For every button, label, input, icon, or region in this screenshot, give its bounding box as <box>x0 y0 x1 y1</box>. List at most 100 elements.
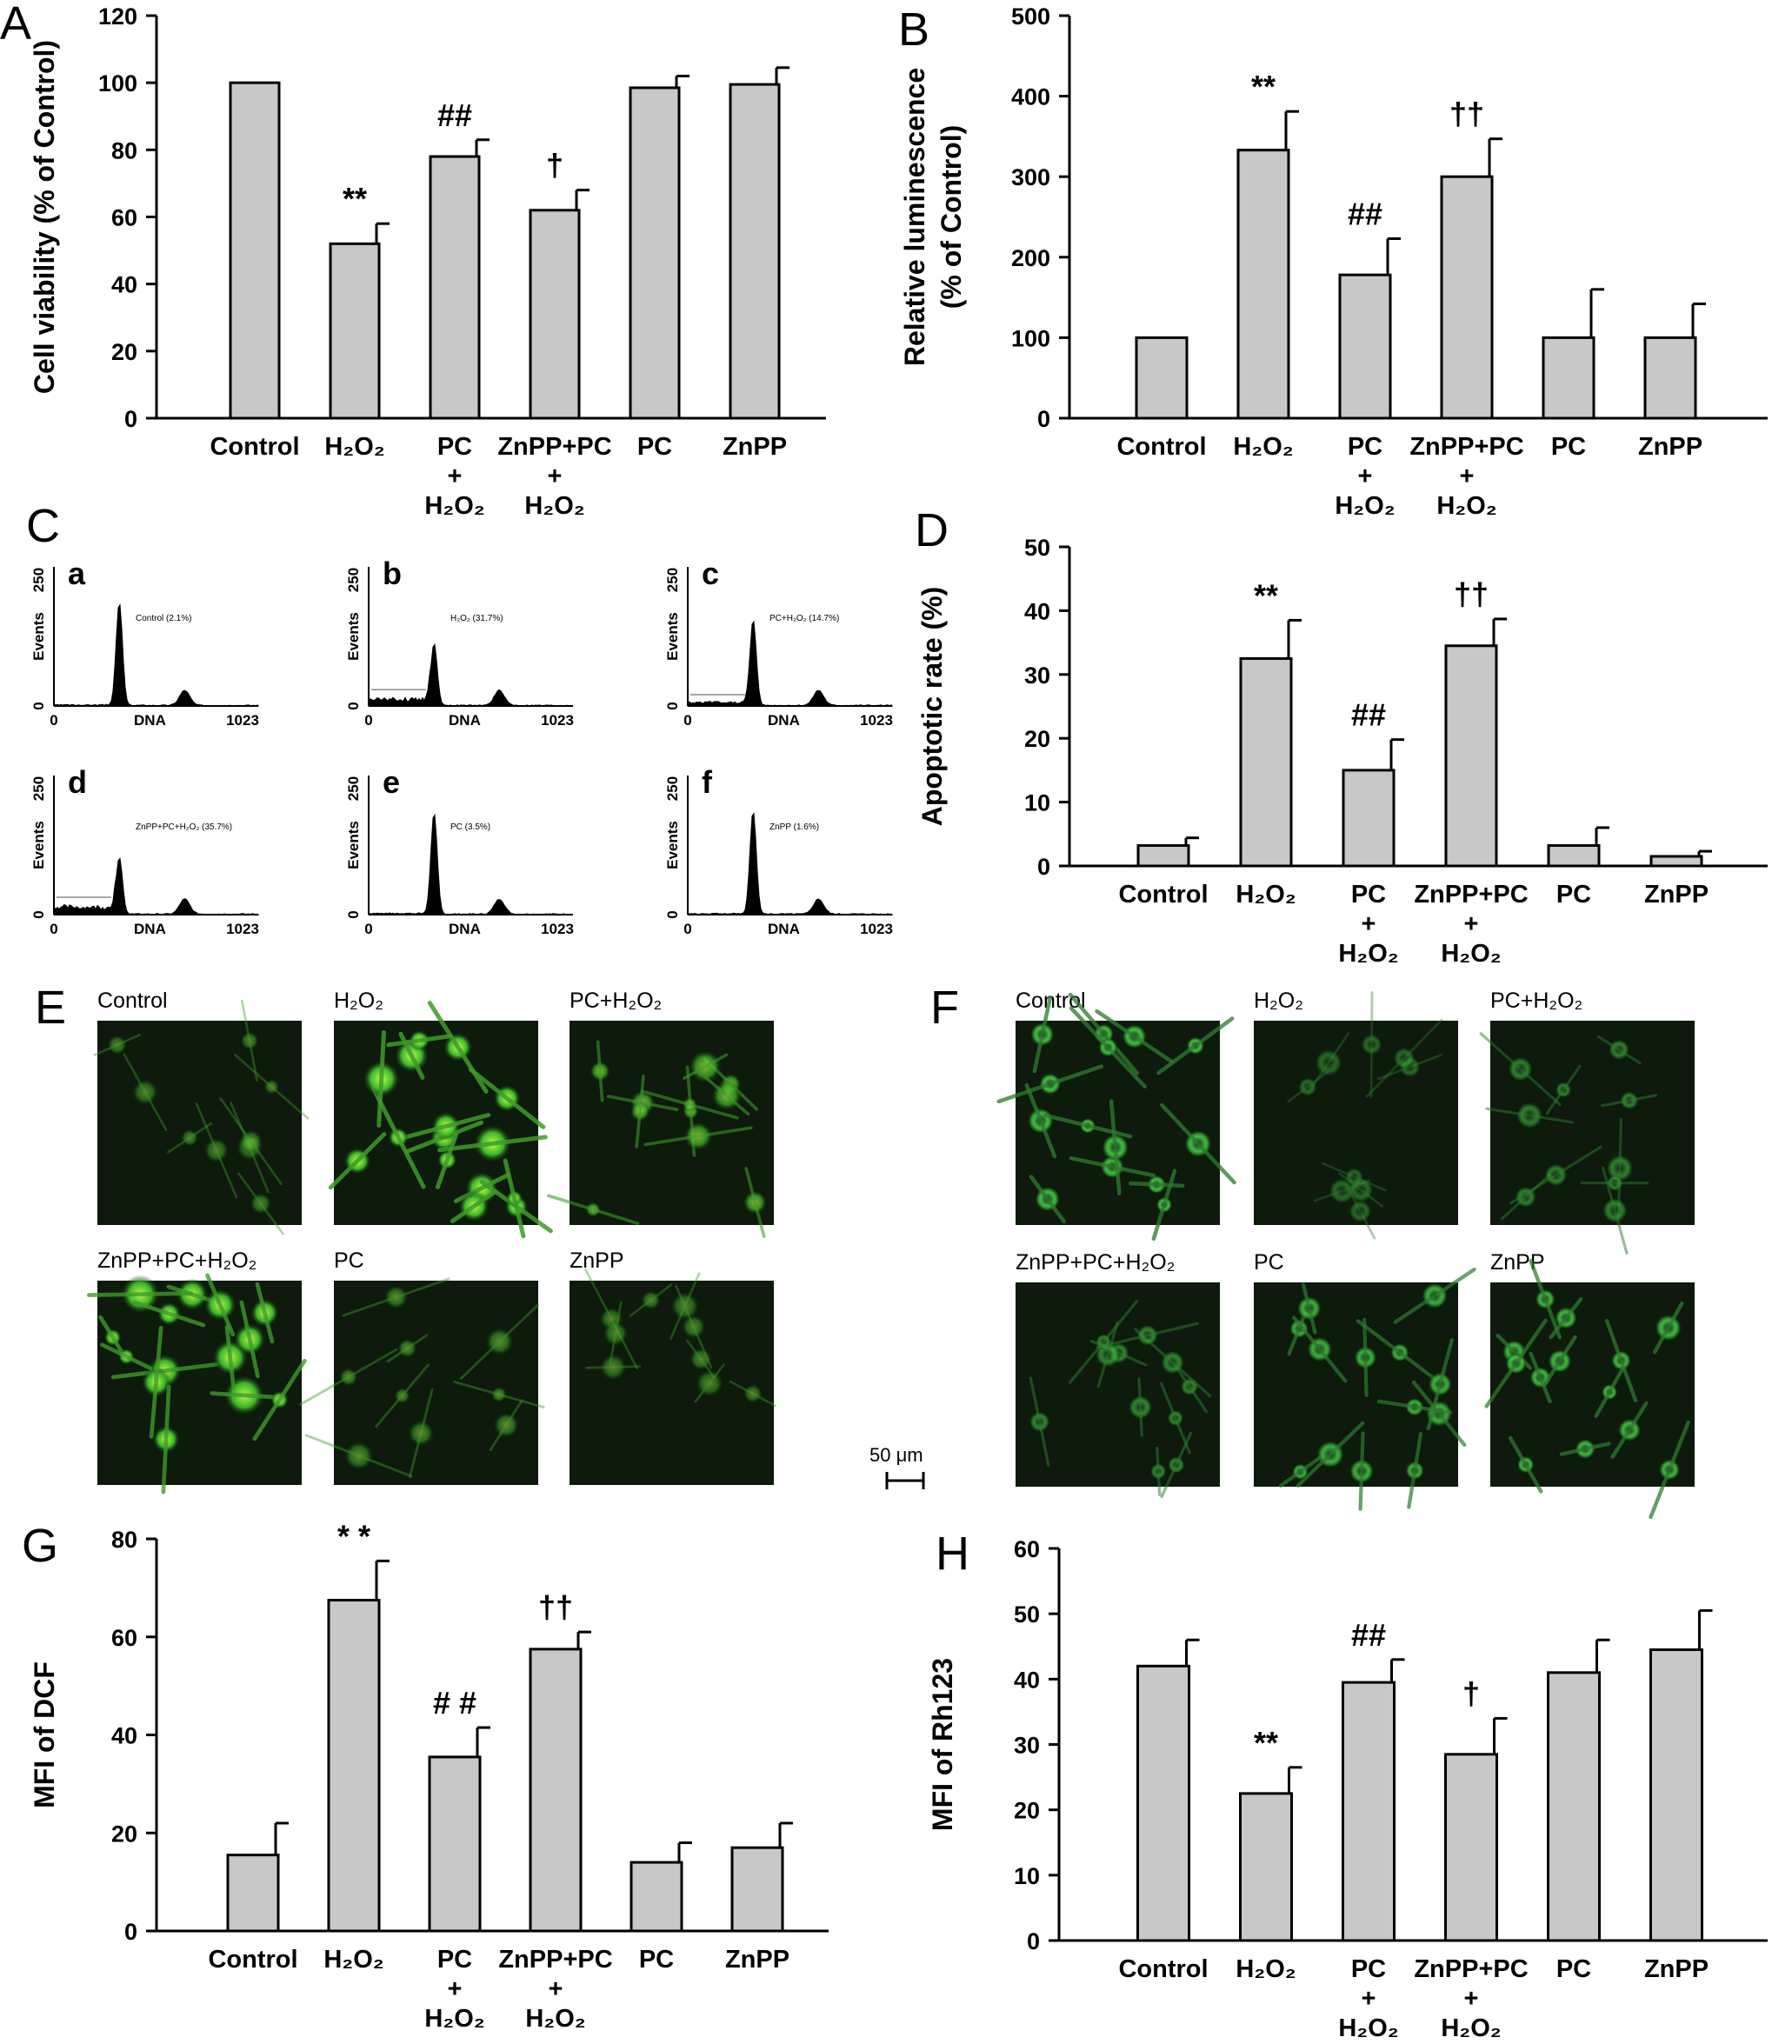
significance-label: ## <box>437 97 472 133</box>
bar <box>1549 846 1599 866</box>
category-label: PC <box>1351 881 1386 909</box>
y-tick-label: 20 <box>111 339 137 365</box>
category-label: ZnPP <box>1644 881 1709 909</box>
bar <box>430 1757 480 1931</box>
micrograph-E-2: H₂O₂ <box>330 989 550 1236</box>
histogram-y-min: 0 <box>30 702 47 709</box>
category-label: + <box>549 1975 563 2003</box>
y-tick-label: 40 <box>111 272 137 298</box>
cell-process <box>1371 993 1372 1097</box>
category-label: + <box>1362 1985 1376 2013</box>
histogram-y-label: Events <box>30 612 47 661</box>
histogram-x-label: DNA <box>134 712 166 729</box>
bar <box>1343 1682 1395 1941</box>
histogram-y-max: 250 <box>664 776 681 801</box>
bar <box>230 83 279 418</box>
y-tick-label: 60 <box>111 1625 137 1651</box>
y-tick-label: 30 <box>1024 662 1050 689</box>
histogram-x-min: 0 <box>364 712 372 729</box>
histogram-x-max: 1023 <box>860 921 893 937</box>
bar <box>1238 150 1289 418</box>
category-label: H₂O₂ <box>424 2005 484 2033</box>
significance-label: ## <box>1351 1617 1386 1653</box>
significance-label: # # <box>433 1685 476 1721</box>
y-tick-label: 500 <box>1011 3 1050 30</box>
category-label: Control <box>210 433 299 461</box>
panel-letter-d: D <box>915 504 949 556</box>
y-tick-label: 0 <box>1037 854 1050 880</box>
cell-process <box>1361 1434 1363 1509</box>
y-tick-label: 50 <box>1014 1601 1040 1628</box>
histogram-letter: b <box>383 556 402 591</box>
histogram-sample-label: Control (2.1%) <box>136 614 191 623</box>
category-label: H₂O₂ <box>1338 940 1398 968</box>
y-tick-label: 0 <box>1027 1928 1040 1954</box>
scale-bar-label: 50 μm <box>869 1444 923 1466</box>
category-label: + <box>1358 463 1373 490</box>
category-label: PC <box>1551 433 1586 461</box>
category-label: PC <box>1348 433 1382 461</box>
category-label: ZnPP <box>1644 1955 1709 1983</box>
histogram-x-label: DNA <box>134 921 166 937</box>
micrograph-F-1: Control <box>999 989 1235 1239</box>
category-label: Control <box>208 1946 297 1974</box>
histogram-x-label: DNA <box>768 921 800 937</box>
histogram-x-label: DNA <box>449 712 481 729</box>
y-axis-label: MFI of DCF <box>29 1661 60 1808</box>
histogram-y-label: Events <box>345 612 362 661</box>
histogram-y-label: Events <box>345 821 362 869</box>
micrograph-E-6: ZnPP <box>570 1248 776 1485</box>
y-tick-label: 0 <box>124 1919 137 1945</box>
micrograph-F-3: PC+H₂O₂ <box>1481 989 1695 1253</box>
histogram-sample-label: PC+H₂O₂ (14.7%) <box>769 614 839 623</box>
panel-letter-e: E <box>35 982 66 1034</box>
bar <box>1651 856 1702 866</box>
y-tick-label: 40 <box>1024 598 1050 624</box>
category-label: H₂O₂ <box>324 433 384 461</box>
y-tick-label: 0 <box>1037 406 1050 432</box>
micrograph-F-5: PC <box>1254 1250 1475 1509</box>
histogram-y-label: Events <box>664 612 681 661</box>
histogram-y-min: 0 <box>664 702 681 709</box>
histogram-x-max: 1023 <box>541 921 574 937</box>
category-label: H₂O₂ <box>1436 492 1496 520</box>
histogram-y-min: 0 <box>345 910 362 918</box>
category-label: PC <box>1351 1955 1386 1983</box>
category-label: Control <box>1118 881 1208 909</box>
category-label: ZnPP+PC <box>1409 433 1523 461</box>
bar <box>1446 646 1496 866</box>
bar <box>1446 1754 1497 1941</box>
histogram-y-label: Events <box>30 821 47 869</box>
bar <box>630 88 679 418</box>
y-tick-label: 200 <box>1011 245 1050 271</box>
y-tick-label: 100 <box>1011 325 1050 351</box>
category-label: PC <box>1556 881 1591 909</box>
histogram-y-max: 250 <box>345 568 362 592</box>
bar <box>1136 337 1187 418</box>
micrograph-title: ZnPP+PC+H₂O₂ <box>97 1248 256 1273</box>
histogram-x-max: 1023 <box>541 712 574 729</box>
histogram-y-min: 0 <box>664 910 681 918</box>
histogram-y-max: 250 <box>345 776 362 801</box>
y-axis-label-2: (% of Control) <box>936 125 967 310</box>
y-tick-label: 40 <box>1014 1667 1040 1693</box>
bar <box>1241 658 1291 866</box>
significance-label: ## <box>1348 196 1382 232</box>
bar <box>730 84 779 418</box>
micrograph-F-4: ZnPP+PC+H₂O₂ <box>1016 1250 1220 1496</box>
category-label: ZnPP <box>1638 433 1702 461</box>
panel-letter-h: H <box>936 1528 969 1580</box>
bar <box>631 1862 682 1931</box>
cell-process <box>89 1294 191 1295</box>
histogram-letter: e <box>383 764 400 800</box>
bar <box>530 210 579 418</box>
category-label: ZnPP+PC <box>1414 1955 1528 1983</box>
category-label: + <box>1362 910 1376 938</box>
category-label: H₂O₂ <box>1441 2014 1501 2040</box>
y-tick-label: 120 <box>98 3 137 30</box>
